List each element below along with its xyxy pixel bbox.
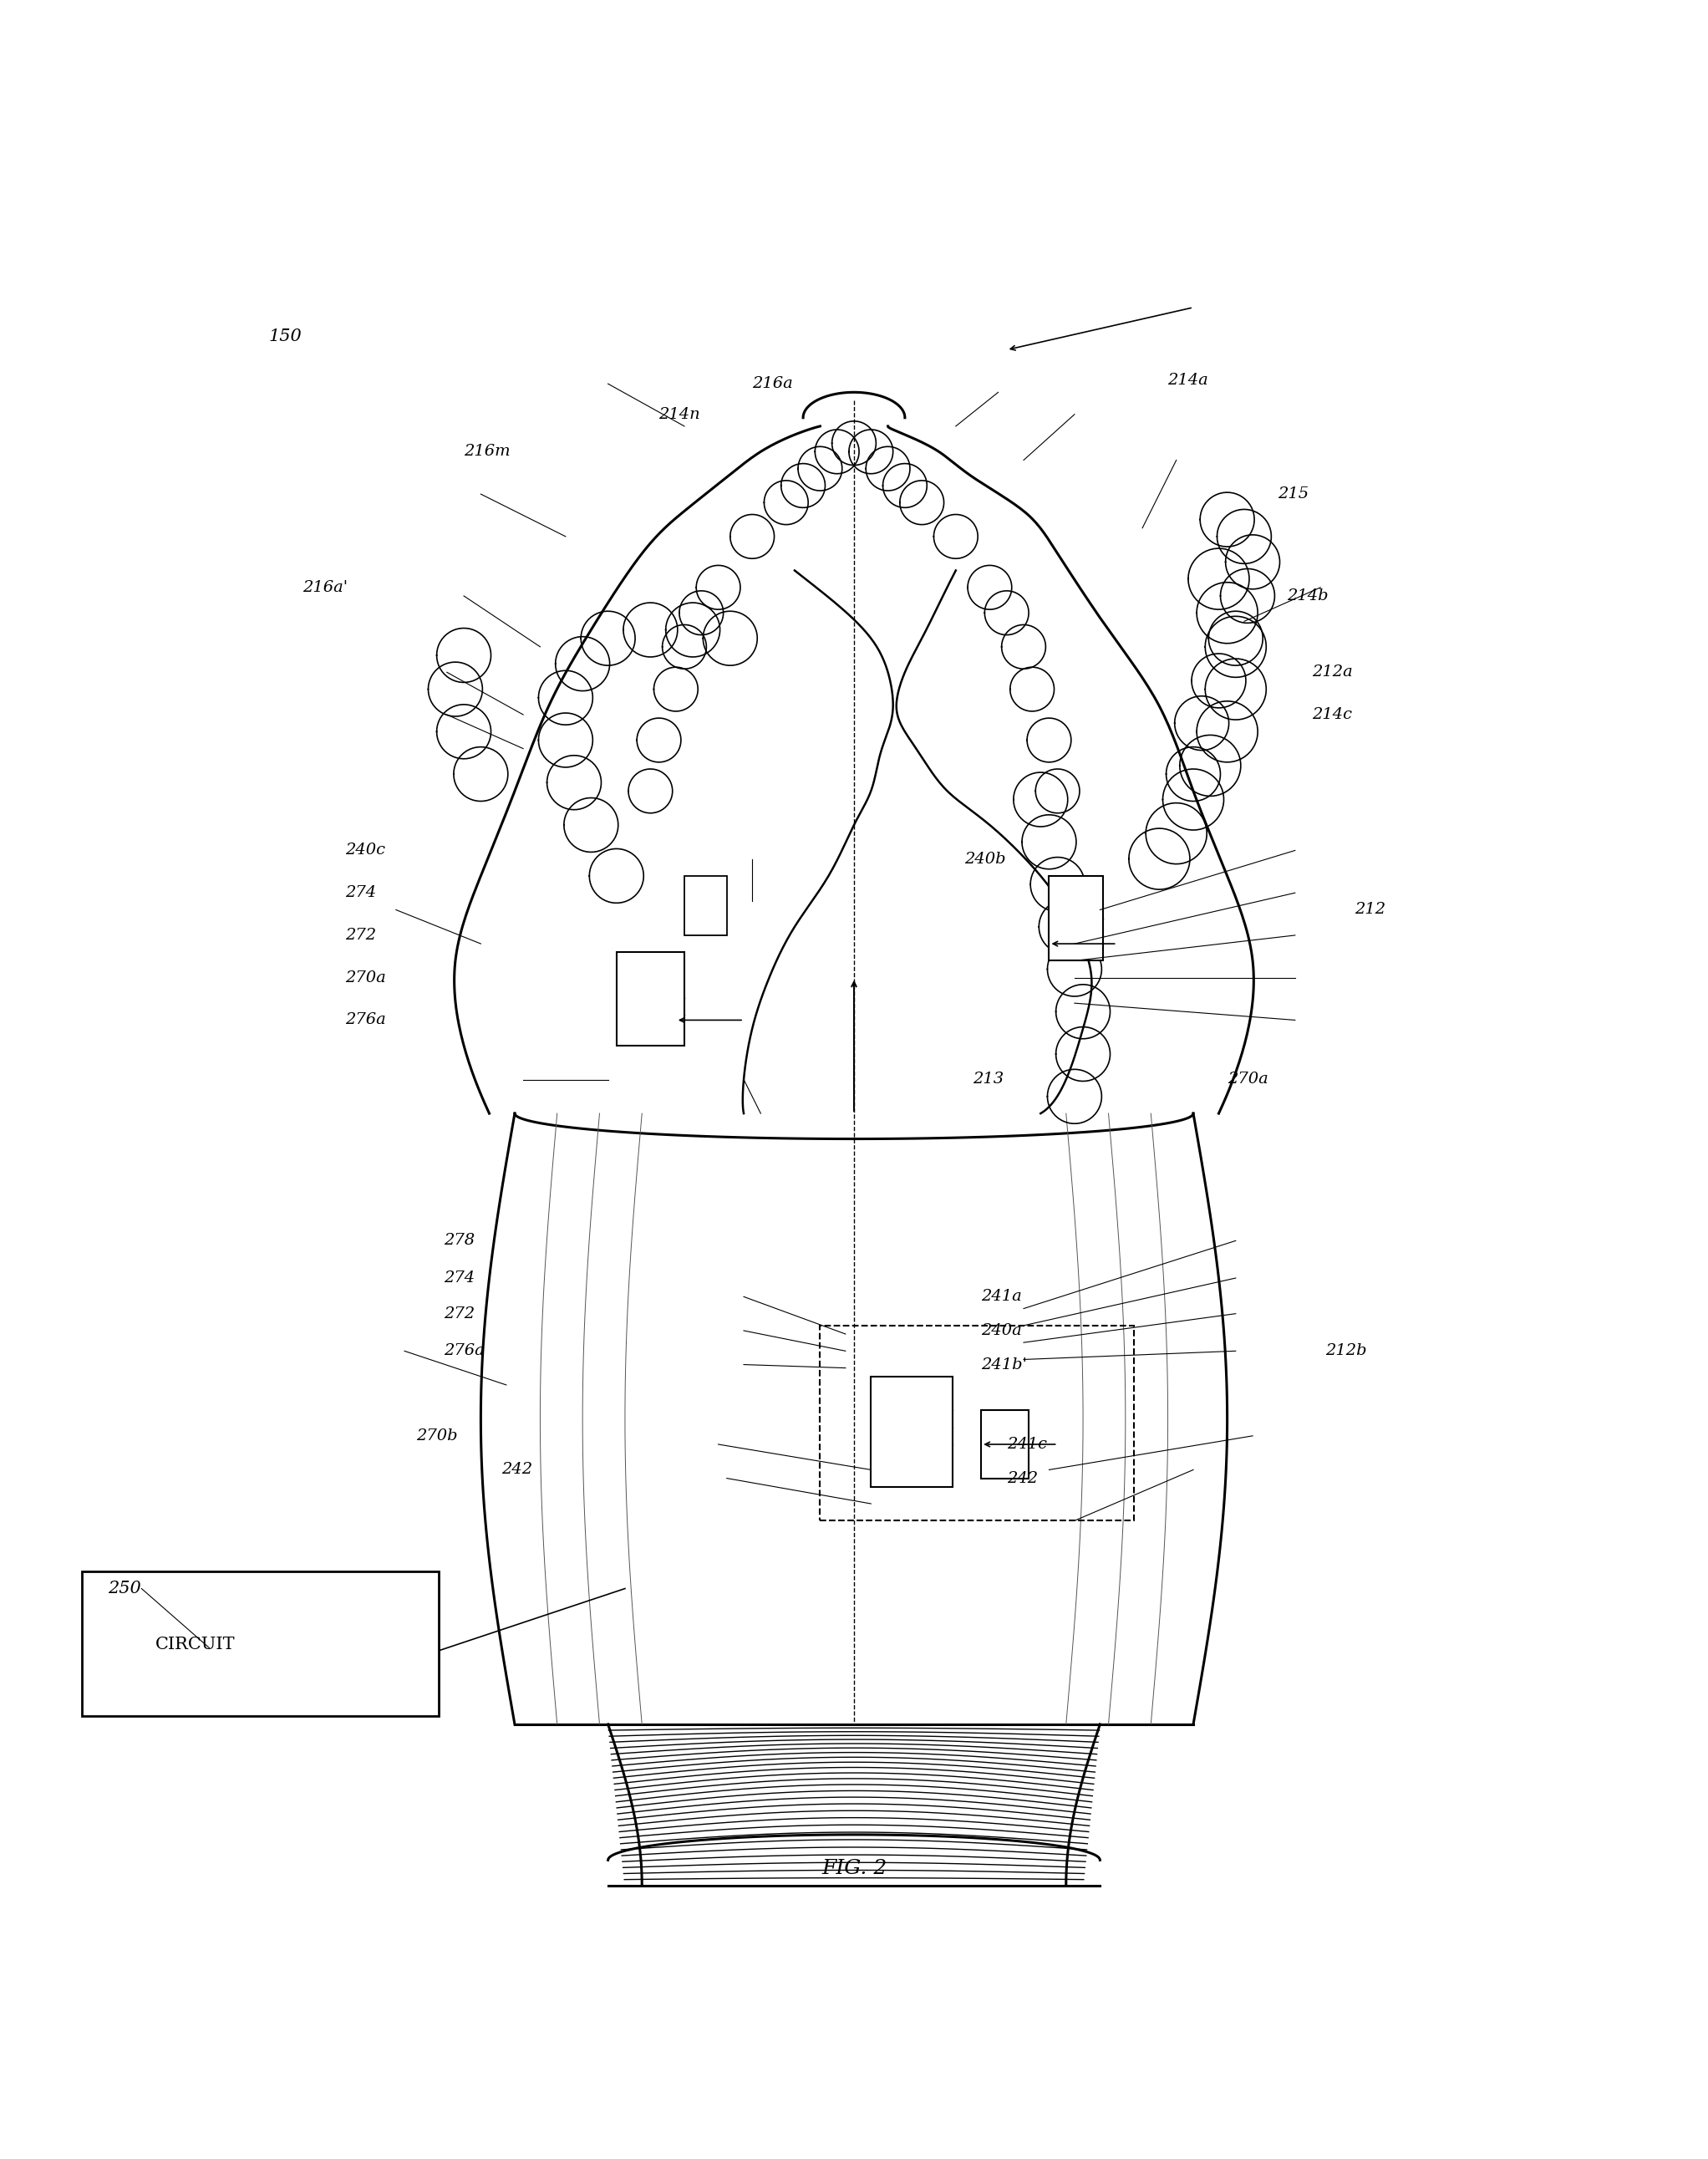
Text: 240a: 240a xyxy=(980,1323,1021,1339)
Text: 214a: 214a xyxy=(1168,374,1209,389)
Text: 276a: 276a xyxy=(444,1343,483,1358)
Text: 216m: 216m xyxy=(465,445,511,460)
FancyBboxPatch shape xyxy=(685,877,728,935)
Text: 274: 274 xyxy=(444,1269,475,1285)
FancyBboxPatch shape xyxy=(617,952,685,1045)
Text: 276a: 276a xyxy=(345,1013,386,1028)
Text: 242: 242 xyxy=(500,1462,533,1477)
Text: 214b: 214b xyxy=(1286,589,1329,602)
Text: 216a: 216a xyxy=(752,376,793,391)
Text: 270b: 270b xyxy=(417,1429,458,1444)
Text: 214c: 214c xyxy=(1312,708,1353,723)
Text: FIG. 2: FIG. 2 xyxy=(822,1859,886,1878)
Text: 212: 212 xyxy=(1354,902,1385,918)
Text: 270a: 270a xyxy=(1228,1073,1267,1086)
Text: 240c: 240c xyxy=(345,842,386,857)
Text: 270a: 270a xyxy=(345,969,386,985)
Text: 274: 274 xyxy=(345,885,376,900)
Text: 212b: 212b xyxy=(1325,1343,1366,1358)
Text: 213: 213 xyxy=(974,1073,1004,1086)
Text: 278: 278 xyxy=(444,1233,475,1248)
Text: 150: 150 xyxy=(268,328,302,343)
Text: 241b': 241b' xyxy=(980,1358,1027,1373)
Text: 250: 250 xyxy=(108,1580,140,1596)
Text: CIRCUIT: CIRCUIT xyxy=(155,1637,236,1652)
FancyBboxPatch shape xyxy=(1049,877,1103,961)
Text: 216a': 216a' xyxy=(302,581,348,596)
Text: 272: 272 xyxy=(345,928,376,943)
Text: 242: 242 xyxy=(1006,1470,1038,1485)
Text: 240b: 240b xyxy=(965,851,1006,866)
Text: 272: 272 xyxy=(444,1306,475,1321)
FancyBboxPatch shape xyxy=(980,1410,1028,1479)
FancyBboxPatch shape xyxy=(82,1572,439,1716)
Text: 212a: 212a xyxy=(1312,665,1353,680)
Text: 241a: 241a xyxy=(980,1289,1021,1304)
Text: 241c: 241c xyxy=(1006,1436,1047,1451)
Text: 214n: 214n xyxy=(659,406,700,421)
Text: 215: 215 xyxy=(1278,486,1308,501)
FancyBboxPatch shape xyxy=(871,1377,953,1488)
